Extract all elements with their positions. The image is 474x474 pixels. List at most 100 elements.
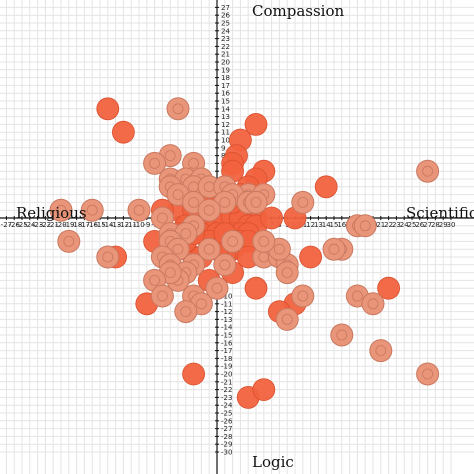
data-point bbox=[314, 175, 338, 199]
point-ring-inner bbox=[156, 212, 168, 224]
y-tick-label: 9 bbox=[221, 144, 225, 152]
data-point bbox=[244, 190, 268, 214]
point-ring-outer bbox=[252, 229, 276, 253]
point-ring-inner bbox=[63, 235, 75, 247]
data-point bbox=[330, 323, 354, 347]
y-tick-label: -24 bbox=[221, 402, 233, 410]
y-tick-label: 23 bbox=[221, 35, 230, 43]
point-ring-inner bbox=[149, 157, 161, 169]
point-ring-outer bbox=[143, 151, 167, 175]
data-point bbox=[275, 261, 299, 285]
data-point bbox=[182, 362, 206, 386]
data-point bbox=[112, 120, 135, 144]
point-ring-inner bbox=[164, 267, 176, 279]
y-tick-label: -11 bbox=[221, 300, 232, 308]
x-tick-label: -10 bbox=[133, 221, 144, 229]
point-ring-inner bbox=[351, 290, 363, 302]
quadrant-labels: Compassion Logic Religious Scientific bbox=[16, 2, 474, 471]
x-tick-label: -11 bbox=[125, 221, 136, 229]
x-tick-label: -25 bbox=[16, 221, 27, 229]
data-point bbox=[361, 292, 385, 316]
y-tick-label: 24 bbox=[221, 27, 230, 35]
y-tick-label: -23 bbox=[221, 394, 232, 402]
point-ring-inner bbox=[219, 259, 231, 271]
point-ring-outer bbox=[127, 198, 151, 222]
point-ring-inner bbox=[188, 196, 200, 208]
data-point bbox=[205, 276, 229, 300]
point-ring-inner bbox=[203, 243, 215, 255]
y-tick-label: -15 bbox=[221, 332, 232, 340]
y-tick-label: -30 bbox=[221, 449, 232, 457]
data-point bbox=[49, 198, 73, 222]
y-tick-label: -26 bbox=[221, 417, 233, 425]
point-ring-inner bbox=[336, 329, 348, 341]
point-ring-outer bbox=[322, 237, 346, 261]
point-ring-inner bbox=[180, 228, 192, 240]
point-ring-outer bbox=[275, 261, 299, 285]
y-tick-label: -21 bbox=[221, 378, 232, 386]
data-point bbox=[244, 276, 268, 300]
data-point bbox=[96, 245, 120, 269]
y-tick-label: 13 bbox=[221, 113, 230, 121]
y-tick-label: -10 bbox=[221, 293, 232, 301]
x-tick-label: 22 bbox=[384, 221, 393, 229]
point-ring-inner bbox=[422, 368, 434, 380]
point-ring-inner bbox=[102, 251, 114, 263]
y-tick-label: -28 bbox=[221, 433, 232, 441]
x-tick-label: 12 bbox=[306, 221, 315, 229]
point-ring-inner bbox=[281, 313, 293, 325]
data-point bbox=[197, 198, 221, 222]
x-tick-label: -16 bbox=[86, 221, 98, 229]
point-ring-inner bbox=[273, 243, 285, 255]
x-tick-label: 24 bbox=[400, 221, 409, 229]
point-ring-inner bbox=[297, 290, 309, 302]
point-ring-outer bbox=[197, 237, 221, 261]
data-point bbox=[416, 159, 440, 183]
x-tick-label: 21 bbox=[376, 221, 385, 229]
x-tick-label: 27 bbox=[423, 221, 432, 229]
point-ring-inner bbox=[359, 220, 371, 232]
x-tick-label: -9 bbox=[143, 221, 150, 229]
point-ring-outer bbox=[330, 323, 354, 347]
y-tick-label: -13 bbox=[221, 316, 232, 324]
data-point bbox=[252, 378, 276, 402]
point-ring-outer bbox=[197, 198, 221, 222]
x-tick-label: 26 bbox=[415, 221, 424, 229]
x-tick-label: -20 bbox=[55, 221, 66, 229]
point-ring-inner bbox=[422, 165, 434, 177]
point-ring-inner bbox=[297, 196, 309, 208]
data-point bbox=[369, 339, 393, 363]
point-ring-inner bbox=[86, 204, 98, 216]
point-ring-outer bbox=[213, 253, 237, 277]
x-tick-label: 28 bbox=[431, 221, 440, 229]
point-ring-inner bbox=[219, 196, 231, 208]
point-ring-outer bbox=[361, 292, 385, 316]
y-tick-label: -29 bbox=[221, 441, 232, 449]
x-tick-label: -14 bbox=[102, 221, 114, 229]
y-tick-label: 11 bbox=[221, 129, 230, 137]
data-point bbox=[166, 97, 190, 121]
data-point bbox=[197, 237, 221, 261]
point-ring-inner bbox=[375, 345, 387, 357]
point-ring-inner bbox=[55, 204, 67, 216]
y-tick-label: 26 bbox=[221, 12, 230, 20]
data-point bbox=[377, 276, 401, 300]
point-ring-outer bbox=[369, 339, 393, 363]
point-ring-inner bbox=[250, 196, 262, 208]
y-tick-label: -16 bbox=[221, 339, 233, 347]
x-tick-label: -22 bbox=[40, 221, 51, 229]
point-ring-inner bbox=[172, 189, 184, 201]
x-tick-label: -27 bbox=[1, 221, 12, 229]
data-point bbox=[416, 362, 440, 386]
y-tick-label: 15 bbox=[221, 98, 230, 106]
x-tick-label: -19 bbox=[63, 221, 74, 229]
x-tick-label: 29 bbox=[439, 221, 448, 229]
point-ring-outer bbox=[166, 97, 190, 121]
y-tick-label: 20 bbox=[221, 59, 230, 67]
point-ring-outer bbox=[416, 362, 440, 386]
data-point bbox=[299, 245, 323, 269]
point-ring-outer bbox=[49, 198, 73, 222]
data-point bbox=[322, 237, 346, 261]
point-ring-inner bbox=[172, 103, 184, 115]
y-tick-label: -20 bbox=[221, 371, 232, 379]
